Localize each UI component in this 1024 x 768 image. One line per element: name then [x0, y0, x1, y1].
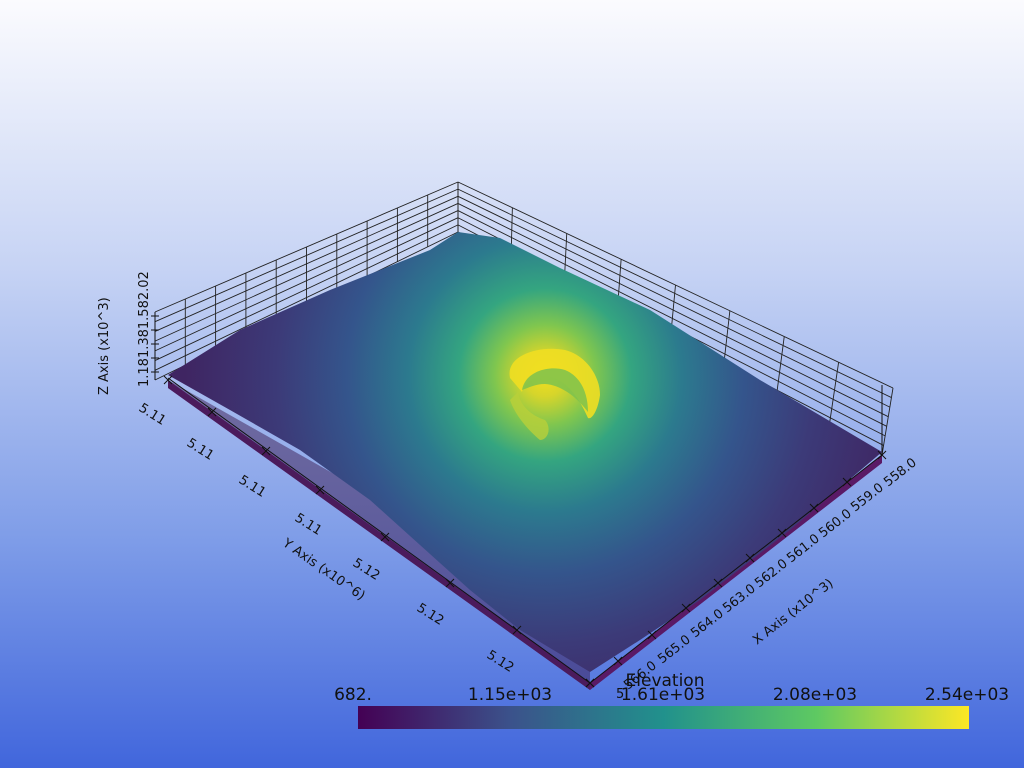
- x-tick-label: 563.0: [720, 581, 759, 616]
- y-tick-label: 5.11: [184, 436, 217, 464]
- x-tick-label: 560.0: [816, 506, 855, 541]
- crater-shadow: [510, 392, 549, 440]
- y-tick-label: 5.12: [350, 556, 383, 584]
- scalar-bar-gradient: [358, 706, 969, 729]
- z-axis-ticks: 1.181.381.582.02: [137, 271, 152, 387]
- x-tick-label: 558.0: [881, 455, 920, 490]
- scalar-bar-label-3: 2.08e+03: [773, 685, 857, 705]
- y-tick-label: 5.11: [292, 511, 325, 539]
- x-tick-label: 559.0: [848, 480, 887, 515]
- x-tick-label: 562.0: [752, 556, 791, 591]
- x-tick-label: 564.0: [688, 606, 727, 641]
- terrain-surface: [168, 232, 882, 672]
- tick-marks: [151, 315, 887, 688]
- x-tick-label: 561.0: [784, 531, 823, 566]
- y-tick-label: 5.11: [236, 473, 269, 501]
- y-tick-label: 5.12: [414, 601, 447, 629]
- scalar-bar-label-2: 1.61e+03: [621, 685, 705, 705]
- crater-rim: [509, 348, 600, 419]
- x-tick-label: 565.0: [655, 632, 694, 667]
- scalar-bar-label-1: 1.15e+03: [468, 685, 552, 705]
- scalar-bar-label-4: 2.54e+03: [925, 685, 1009, 705]
- scalar-bar: Elevation 682. 1.15e+03 1.61e+03 2.08e+0…: [334, 671, 1009, 729]
- scalar-bar-title: Elevation: [626, 671, 705, 691]
- z-axis-title: Z Axis (x10^3): [97, 297, 112, 395]
- y-tick-label: 5.12: [484, 648, 517, 676]
- y-tick-label: 5.11: [136, 401, 169, 429]
- scalar-bar-label-0: 682.: [334, 685, 372, 705]
- terrain-base-front: [168, 380, 590, 690]
- x-axis-partial-label: 5: [616, 687, 624, 702]
- crater-inner: [522, 368, 588, 412]
